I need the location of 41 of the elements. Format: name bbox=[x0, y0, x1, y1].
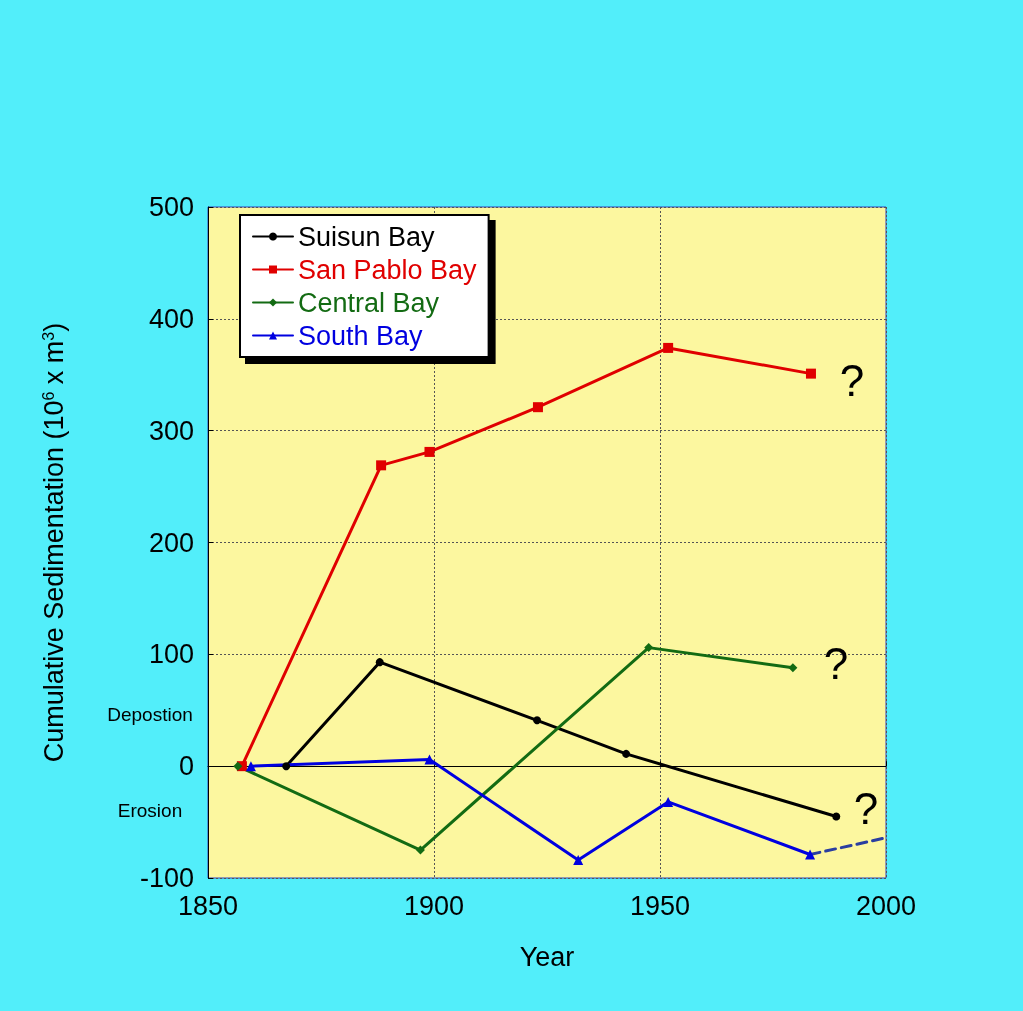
point bbox=[663, 342, 674, 353]
point bbox=[622, 749, 631, 758]
x-tick-label: 1850 bbox=[177, 890, 239, 921]
point bbox=[532, 402, 543, 413]
text: Erosion bbox=[117, 799, 183, 821]
x-tick-label: 1950 bbox=[629, 890, 691, 921]
legend-label: South Bay bbox=[298, 320, 424, 351]
y-tick-label: 300 bbox=[148, 415, 194, 446]
annotation: ? bbox=[839, 355, 865, 405]
point bbox=[424, 446, 435, 457]
point bbox=[644, 643, 654, 653]
y-tick-label: 500 bbox=[148, 192, 194, 222]
annotation: ? bbox=[823, 638, 849, 688]
point bbox=[233, 761, 243, 771]
x-tick-label: 1900 bbox=[403, 890, 465, 921]
legend-label: Suisun Bay bbox=[298, 221, 436, 252]
point bbox=[282, 762, 291, 771]
point bbox=[375, 658, 384, 667]
point bbox=[788, 663, 798, 673]
point bbox=[573, 855, 584, 866]
y-tick-label: 100 bbox=[148, 639, 194, 670]
y-tick-label: 400 bbox=[148, 303, 194, 334]
x-tick-label: 2000 bbox=[855, 890, 917, 921]
point bbox=[832, 812, 841, 821]
y-axis-title: Cumulative Sedimentation (106 x m3) bbox=[39, 322, 69, 763]
point bbox=[805, 368, 816, 379]
y-tick-label: -100 bbox=[139, 863, 194, 893]
point bbox=[533, 716, 542, 725]
y-tick-label: 0 bbox=[178, 751, 194, 782]
point bbox=[424, 754, 435, 765]
point bbox=[805, 849, 816, 860]
point bbox=[415, 845, 425, 855]
legend-label: San Pablo Bay bbox=[298, 254, 478, 285]
point bbox=[245, 761, 256, 772]
legend-label: Central Bay bbox=[298, 287, 440, 318]
point bbox=[376, 460, 387, 471]
point bbox=[663, 796, 674, 807]
y-tick-label: 200 bbox=[148, 527, 194, 558]
x-axis-title: Year bbox=[519, 941, 575, 972]
text: Depostion bbox=[107, 703, 193, 725]
annotation: ? bbox=[853, 783, 879, 833]
